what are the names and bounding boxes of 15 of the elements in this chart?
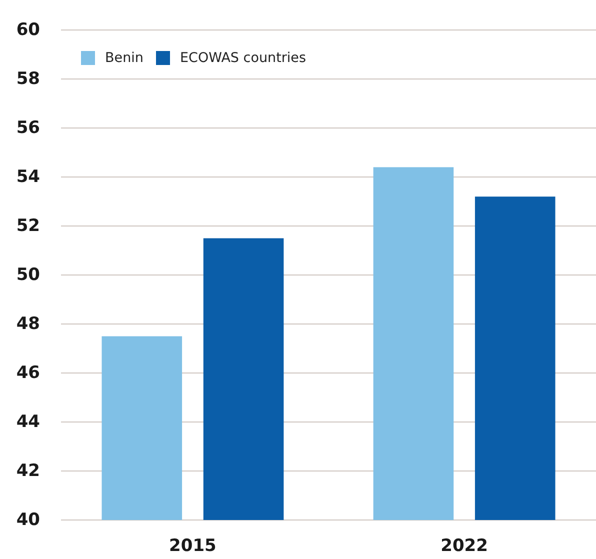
- y-tick-label: 54: [16, 167, 40, 187]
- y-tick-label: 52: [16, 216, 40, 236]
- y-tick-label: 42: [16, 461, 40, 481]
- y-tick-label: 40: [16, 510, 40, 530]
- y-tick-label: 60: [16, 20, 40, 40]
- x-tick-label: 2022: [440, 536, 488, 556]
- y-tick-label: 46: [16, 363, 40, 383]
- y-tick-label: 50: [16, 265, 40, 285]
- y-tick-label: 58: [16, 69, 40, 89]
- y-tick-label: 56: [16, 118, 40, 138]
- legend-label: ECOWAS countries: [180, 50, 306, 66]
- y-tick-label: 44: [16, 412, 40, 432]
- y-tick-label: 48: [16, 314, 40, 334]
- x-tick-label: 2015: [169, 536, 216, 556]
- legend-label: Benin: [105, 50, 144, 66]
